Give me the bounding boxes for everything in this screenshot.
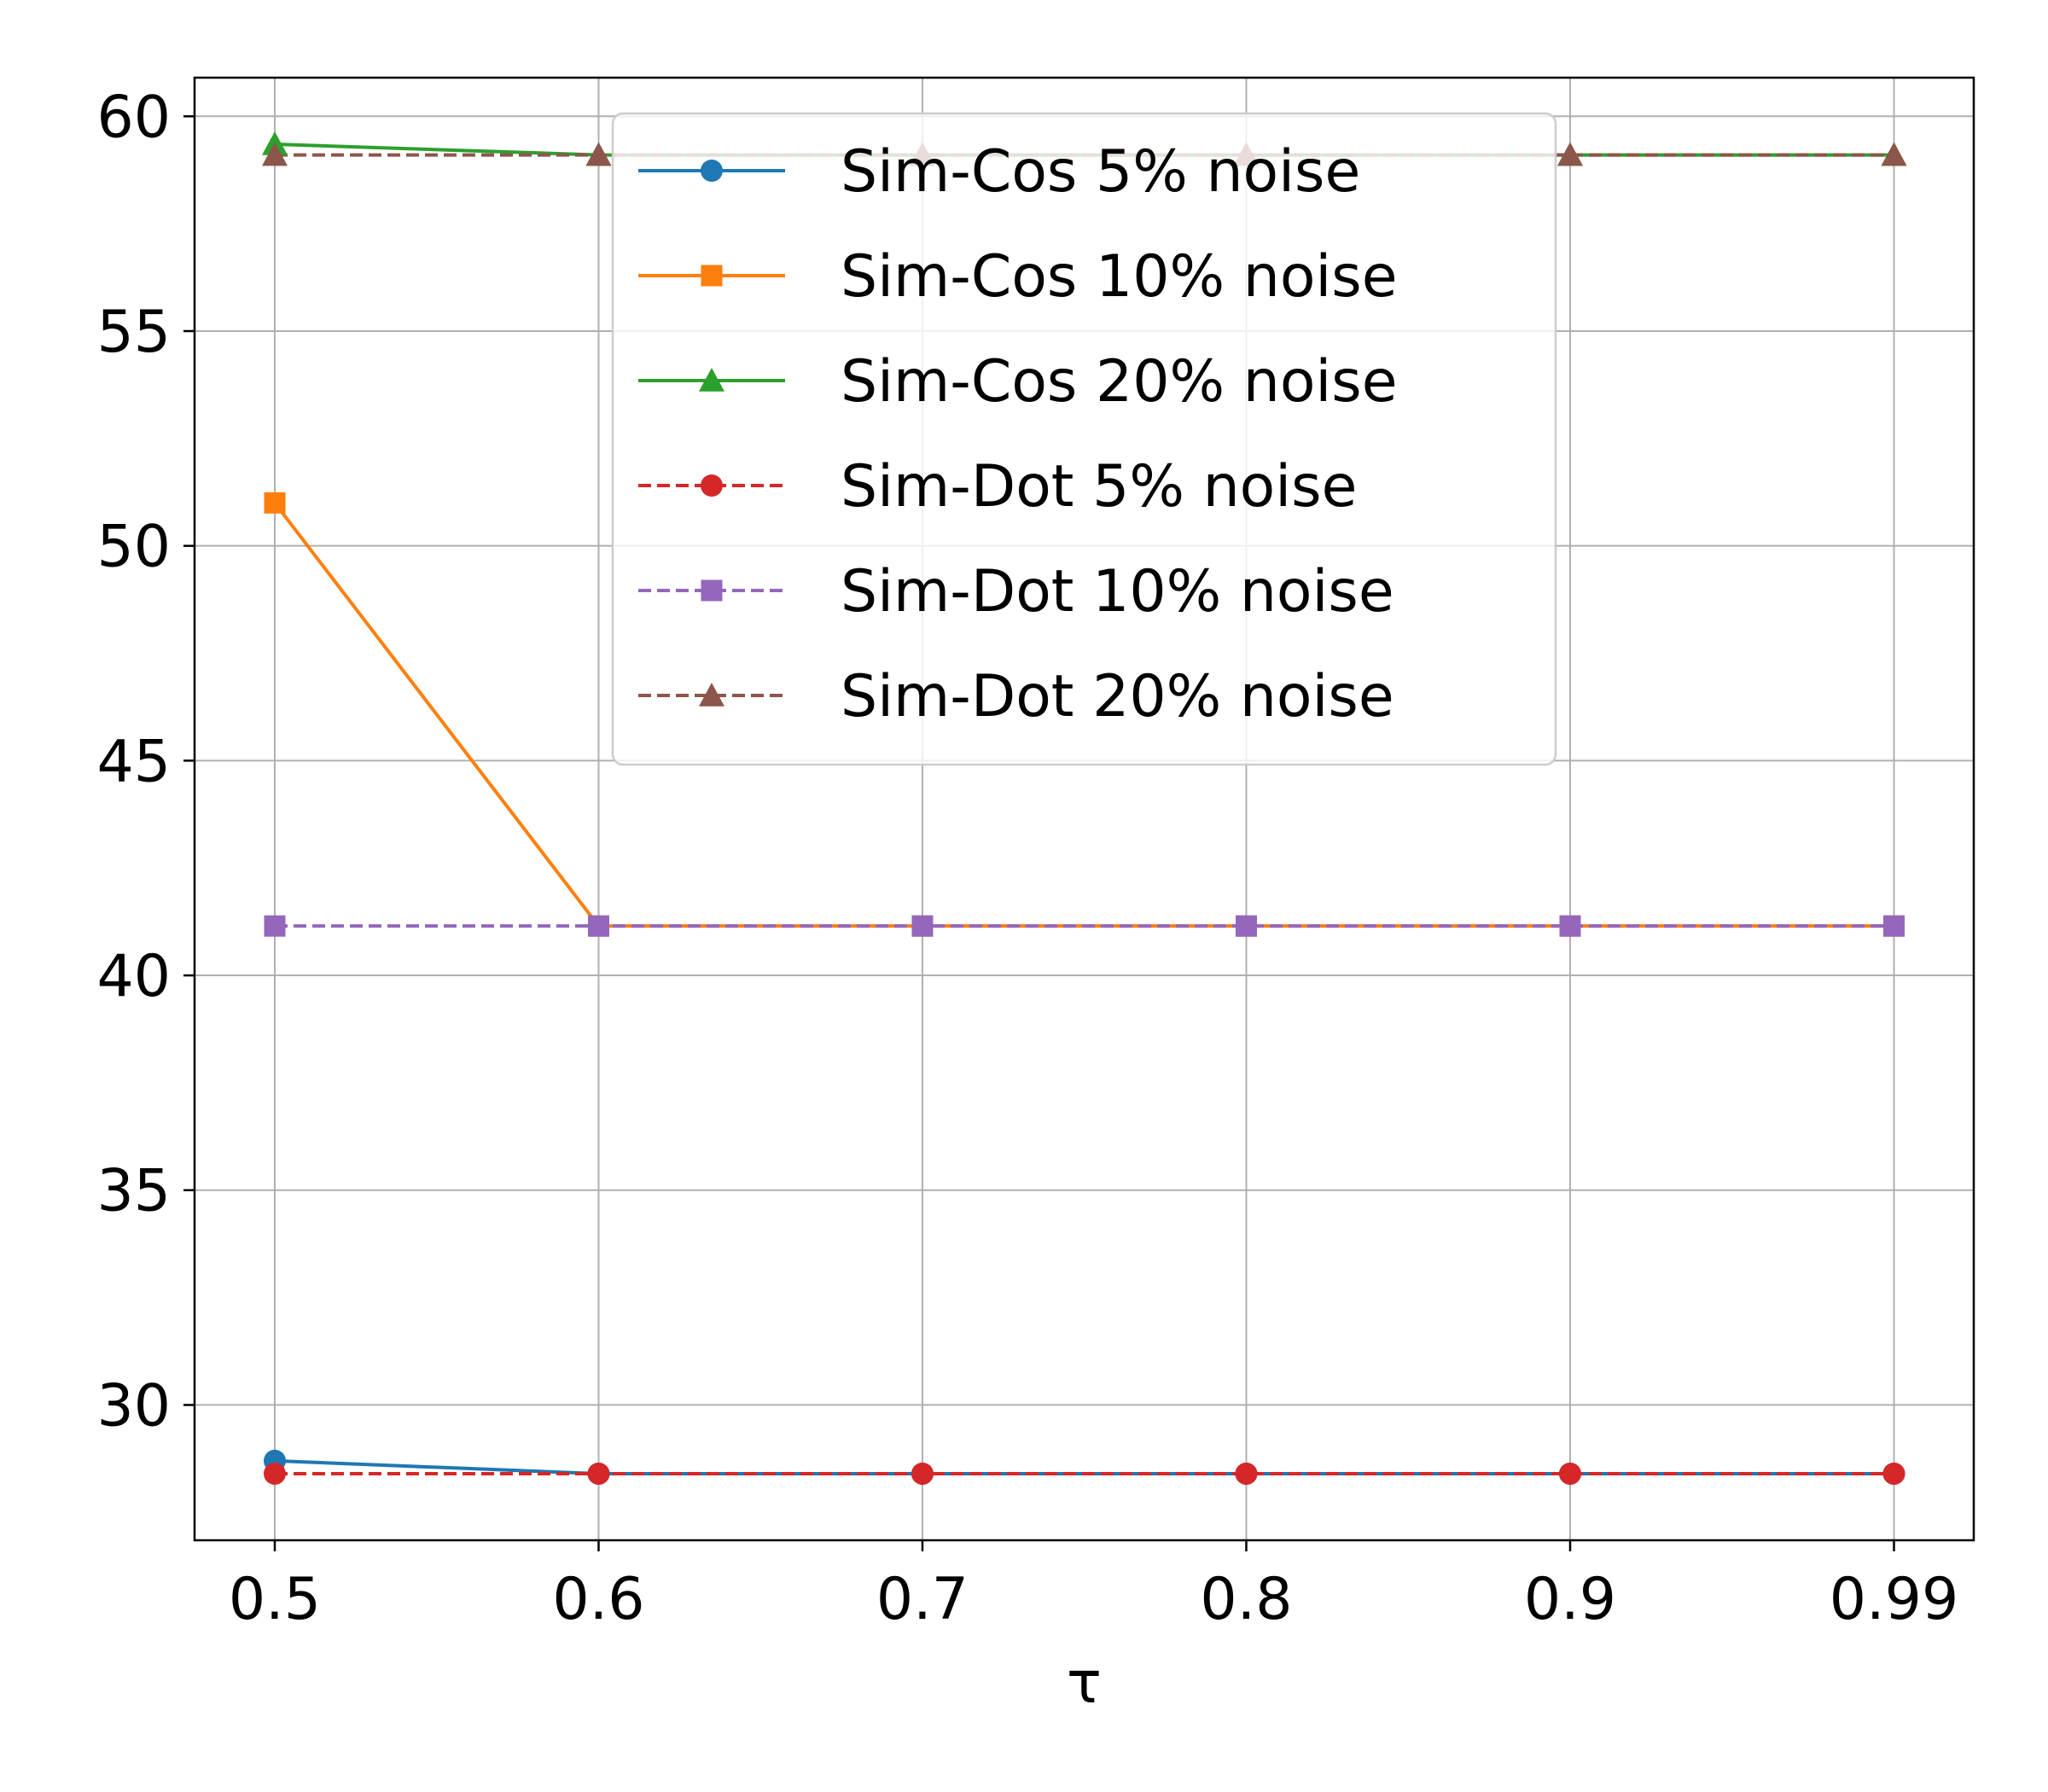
- legend-label-5: Sim-Dot 10% noise: [841, 558, 1394, 625]
- data-point-s6-5: [1557, 142, 1583, 166]
- series-markers: [262, 131, 1907, 1485]
- legend-marker-1: [701, 160, 723, 182]
- legend-label-3: Sim-Cos 20% noise: [841, 348, 1398, 416]
- y-tick-label: 60: [96, 84, 171, 151]
- plot-frame: [193, 76, 1975, 1542]
- x-axis-ticks: 0.5 0.6 0.7 0.8 0.9 0.99: [229, 1540, 1958, 1633]
- legend-marker-5: [701, 579, 723, 602]
- x-tick-label: 0.99: [1830, 1566, 1958, 1633]
- x-tick-label: 0.9: [1524, 1566, 1616, 1633]
- data-point-s4-4: [1235, 1462, 1258, 1485]
- data-point-s4-5: [1559, 1462, 1581, 1485]
- legend-label-1: Sim-Cos 5% noise: [841, 138, 1360, 206]
- y-axis-ticks: 30 35 40 45 50 55 60: [96, 84, 195, 1440]
- legend-label-2: Sim-Cos 10% noise: [841, 243, 1398, 311]
- data-point-s4-1: [264, 1462, 286, 1485]
- x-tick-label: 0.6: [552, 1566, 644, 1633]
- legend: Sim-Cos 5% noise Sim-Cos 10% noise Sim-Cos…: [611, 112, 1557, 766]
- series-lines: [273, 143, 1894, 1475]
- data-point-s5-4: [1236, 915, 1257, 937]
- legend-box: [611, 112, 1557, 766]
- y-tick-label: 40: [96, 943, 171, 1010]
- data-point-s6-2: [585, 142, 612, 166]
- legend-label-6: Sim-Dot 20% noise: [841, 663, 1394, 730]
- x-axis-label: τ: [1067, 1649, 1102, 1717]
- y-tick-label: 35: [96, 1158, 171, 1225]
- data-point-s5-3: [911, 915, 934, 937]
- x-tick-label: 0.5: [229, 1566, 321, 1633]
- y-tick-label: 55: [96, 299, 171, 366]
- legend-label-4: Sim-Dot 5% noise: [841, 453, 1357, 521]
- data-point-s4-3: [911, 1462, 934, 1485]
- data-point-s4-2: [587, 1462, 610, 1485]
- data-point-s4-6: [1882, 1462, 1905, 1485]
- legend-marker-2: [701, 265, 723, 287]
- y-tick-label: 50: [96, 514, 171, 581]
- data-point-s6-1: [262, 142, 288, 166]
- y-tick-label: 45: [96, 728, 171, 795]
- data-point-s5-1: [264, 915, 286, 937]
- x-tick-label: 0.8: [1200, 1566, 1292, 1633]
- data-point-s5-2: [588, 915, 609, 937]
- x-tick-label: 0.7: [876, 1566, 969, 1633]
- data-point-s5-5: [1559, 915, 1581, 937]
- legend-marker-6: [699, 683, 724, 707]
- data-point-s5-6: [1883, 915, 1905, 937]
- y-tick-label: 30: [96, 1372, 171, 1440]
- data-point-s2-1: [264, 492, 286, 514]
- legend-marker-4: [701, 474, 723, 497]
- data-point-s6-6: [1881, 142, 1907, 166]
- legend-marker-3: [699, 368, 724, 392]
